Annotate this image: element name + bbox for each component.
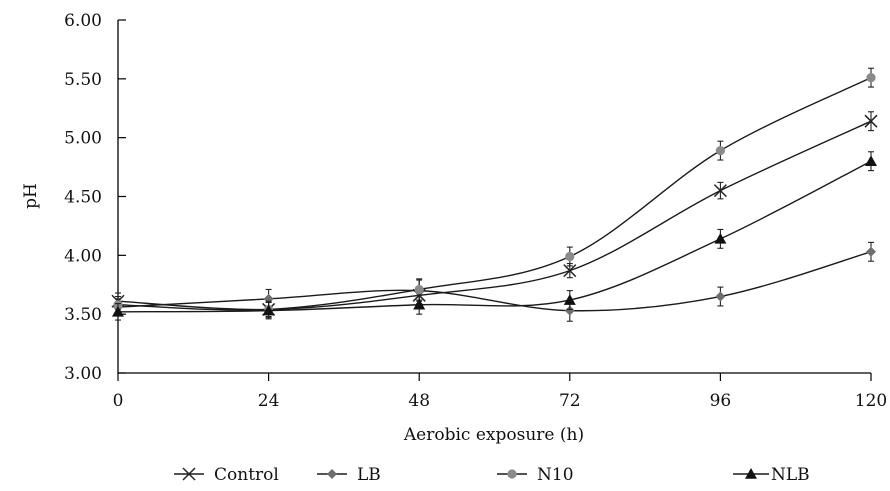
- series-line-nlb: [117, 160, 872, 313]
- data-point-lb: [866, 246, 876, 257]
- data-point-lb: [564, 305, 575, 316]
- legend-item-lb: LB: [317, 465, 381, 485]
- series-layer: [111, 67, 878, 322]
- legend-marker-control: [182, 467, 196, 481]
- y-tick-label: 4.00: [64, 246, 102, 266]
- y-tick-label: 3.50: [64, 305, 102, 325]
- x-tick-label: 0: [113, 391, 124, 411]
- legend-item-control: Control: [174, 465, 279, 485]
- data-point-control: [864, 114, 878, 128]
- series-line-control: [117, 120, 872, 311]
- data-point-nlb: [262, 304, 275, 316]
- legend-marker-lb: [327, 469, 337, 479]
- data-point-n10: [565, 251, 575, 262]
- data-point-n10: [866, 73, 876, 83]
- y-axis-title: pH: [21, 183, 41, 209]
- x-tick-label: 96: [710, 391, 732, 411]
- series-n10: [113, 67, 876, 319]
- y-tick-label: 5.50: [64, 70, 102, 90]
- x-tick-label: 24: [258, 391, 280, 411]
- y-tick-label: 6.00: [64, 11, 102, 31]
- legend-label: LB: [357, 465, 381, 485]
- series-nlb: [112, 151, 877, 321]
- data-point-control: [713, 184, 727, 198]
- data-point-n10: [715, 146, 726, 156]
- data-point-control: [563, 264, 577, 278]
- x-tick-label: 120: [855, 391, 887, 411]
- series-line-lb: [117, 251, 872, 312]
- legend-item-n10: N10: [497, 465, 574, 485]
- data-point-n10: [414, 284, 424, 295]
- y-tick-label: 3.00: [64, 364, 102, 384]
- legend-label: Control: [214, 465, 279, 485]
- data-point-nlb: [714, 232, 727, 244]
- series-line-n10: [117, 77, 872, 311]
- data-point-nlb: [112, 305, 124, 317]
- x-tick-label: 48: [408, 391, 430, 411]
- x-tick-label: 72: [559, 391, 581, 411]
- axes: 0 24 48 72 96 120 3.00 3.50 4.00 4.50 5.00 5.50 6.00: [64, 11, 887, 411]
- y-tick-label: 4.50: [64, 188, 102, 208]
- legend-label: NLB: [771, 465, 810, 485]
- legend-marker-n10: [507, 469, 517, 479]
- data-point-nlb: [413, 298, 426, 310]
- legend-item-nlb: NLB: [733, 465, 810, 485]
- y-tick-label: 5.00: [64, 129, 102, 149]
- legend: Control LB N10 NLB: [174, 465, 810, 485]
- legend-label: N10: [537, 465, 574, 485]
- legend-marker-nlb: [745, 468, 757, 479]
- x-axis-title: Aerobic exposure (h): [403, 425, 584, 445]
- data-point-nlb: [865, 155, 877, 166]
- data-point-nlb: [563, 294, 576, 305]
- data-point-lb: [715, 291, 726, 302]
